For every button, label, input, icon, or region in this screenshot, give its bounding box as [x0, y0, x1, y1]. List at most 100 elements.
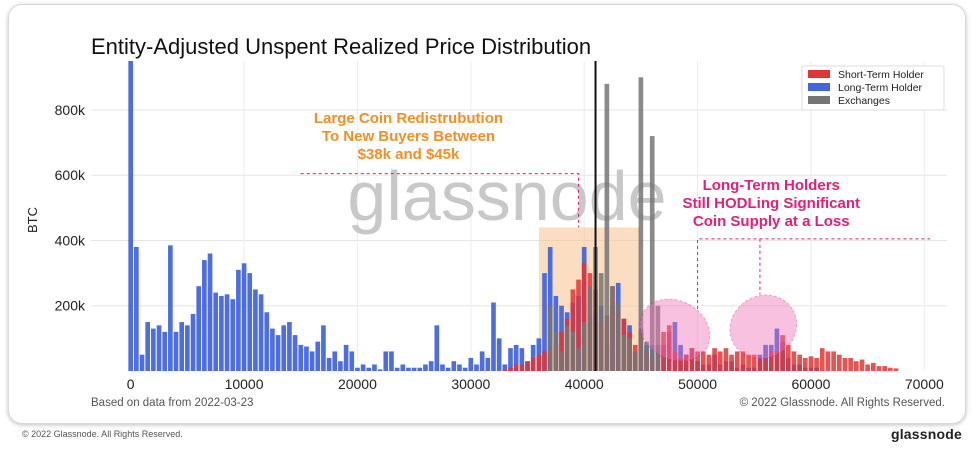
bar-short-term-holder — [808, 356, 814, 371]
y-axis-label: BTC — [25, 207, 40, 233]
bar-long-term-holder — [213, 292, 219, 371]
bar-exchanges — [564, 325, 570, 371]
bar-long-term-holder — [236, 269, 241, 371]
bar-short-term-holder — [678, 357, 683, 371]
bar-exchanges — [644, 341, 649, 371]
bar-short-term-holder — [576, 279, 581, 371]
bar-exchanges — [547, 305, 553, 371]
bar-long-term-holder — [445, 367, 451, 371]
bar-long-term-holder — [270, 328, 275, 371]
bar-exchanges — [598, 273, 604, 371]
legend-label: Short-Term Holder — [838, 69, 924, 81]
bar-long-term-holder — [275, 335, 281, 371]
bar-short-term-holder — [734, 351, 740, 371]
bar-short-term-holder — [570, 289, 576, 371]
legend-label: Exchanges — [838, 95, 890, 107]
chart-frame: glassnode Large Coin Redistrubution To Ne… — [8, 4, 966, 424]
legend-swatch — [808, 83, 830, 91]
bar-long-term-holder — [151, 328, 156, 371]
bar-long-term-holder — [207, 253, 213, 371]
redistribution-annotation-line: $38k and $45k — [358, 146, 460, 163]
x-tick-label: 70000 — [905, 376, 944, 392]
bar-long-term-holder — [298, 344, 304, 371]
bar-short-term-holder — [581, 263, 587, 371]
bar-long-term-holder — [406, 367, 411, 371]
bar-short-term-holder — [757, 357, 763, 371]
bar-short-term-holder — [831, 351, 836, 371]
bar-long-term-holder — [349, 351, 355, 371]
bar-long-term-holder — [479, 351, 485, 371]
footer-copyright: © 2022 Glassnode. All Rights Reserved. — [22, 429, 183, 439]
data-date-note: Based on data from 2022-03-23 — [91, 397, 253, 409]
x-tick-label: 40000 — [565, 376, 604, 392]
bar-long-term-holder — [672, 322, 678, 371]
bar-long-term-holder — [315, 341, 321, 371]
bar-short-term-holder — [785, 344, 791, 371]
bar-long-term-holder — [134, 247, 139, 371]
x-tick-label: 50000 — [678, 376, 717, 392]
bar-long-term-holder — [241, 263, 247, 371]
bar-short-term-holder — [887, 367, 893, 371]
legend-swatch — [808, 70, 830, 78]
bar-long-term-holder — [360, 364, 366, 371]
bar-long-term-holder — [309, 351, 315, 371]
bar-long-term-holder — [417, 367, 423, 371]
bar-short-term-holder — [865, 364, 870, 371]
bar-exchanges — [621, 335, 627, 371]
y-tick-label: 600k — [55, 167, 86, 183]
bar-short-term-holder — [836, 354, 842, 371]
bar-long-term-holder — [513, 344, 519, 371]
bar-exchanges — [632, 351, 638, 371]
bar-long-term-holder — [224, 294, 230, 371]
bar-long-term-holder — [173, 331, 179, 371]
bar-long-term-holder — [383, 351, 389, 371]
bar-long-term-holder — [253, 289, 258, 371]
bar-short-term-holder — [519, 364, 525, 371]
bar-short-term-holder — [882, 366, 887, 371]
bar-long-term-holder — [496, 338, 502, 371]
bar-short-term-holder — [729, 354, 734, 371]
bar-long-term-holder — [179, 322, 185, 371]
bar-long-term-holder — [491, 302, 496, 371]
bar-long-term-holder — [287, 322, 292, 371]
bar-short-term-holder — [814, 357, 819, 371]
bar-short-term-holder — [723, 348, 729, 371]
bar-short-term-holder — [740, 351, 746, 371]
bar-short-term-holder — [508, 367, 513, 371]
bar-short-term-holder — [666, 325, 672, 371]
bar-long-term-holder — [230, 299, 236, 371]
lth-loss-ellipse — [729, 294, 798, 360]
chart-copyright-note: © 2022 Glassnode. All Rights Reserved. — [740, 397, 945, 409]
legend-label: Long-Term Holder — [838, 82, 923, 94]
bar-short-term-holder — [751, 354, 757, 371]
bar-long-term-holder — [156, 325, 162, 371]
bar-exchanges — [638, 77, 644, 371]
bar-short-term-holder — [502, 369, 508, 371]
legend-swatch — [808, 96, 830, 104]
bar-short-term-holder — [870, 362, 876, 371]
bar-long-term-holder — [202, 260, 207, 371]
bar-short-term-holder — [695, 351, 700, 371]
bar-long-term-holder — [196, 286, 202, 371]
lth-annotation-line: Coin Supply at a Loss — [693, 213, 850, 230]
redistribution-connector — [300, 173, 580, 228]
bar-exchanges — [581, 322, 587, 371]
lth-connector — [697, 238, 930, 309]
bar-long-term-holder — [162, 331, 168, 371]
bar-long-term-holder — [247, 273, 253, 371]
bar-long-term-holder — [502, 364, 508, 371]
y-tick-label: 200k — [55, 298, 86, 314]
bar-short-term-holder — [513, 364, 519, 371]
bar-exchanges — [570, 331, 576, 371]
bar-exchanges — [576, 348, 581, 371]
bar-long-term-holder — [519, 348, 525, 371]
bar-short-term-holder — [853, 361, 859, 371]
bar-short-term-holder — [768, 351, 774, 371]
bar-long-term-holder — [139, 354, 145, 371]
bar-exchanges — [559, 351, 564, 371]
bar-short-term-holder — [542, 351, 547, 371]
bar-short-term-holder — [700, 351, 706, 371]
bar-exchanges — [604, 83, 610, 371]
bar-long-term-holder — [219, 295, 224, 371]
bar-long-term-holder — [451, 361, 457, 371]
